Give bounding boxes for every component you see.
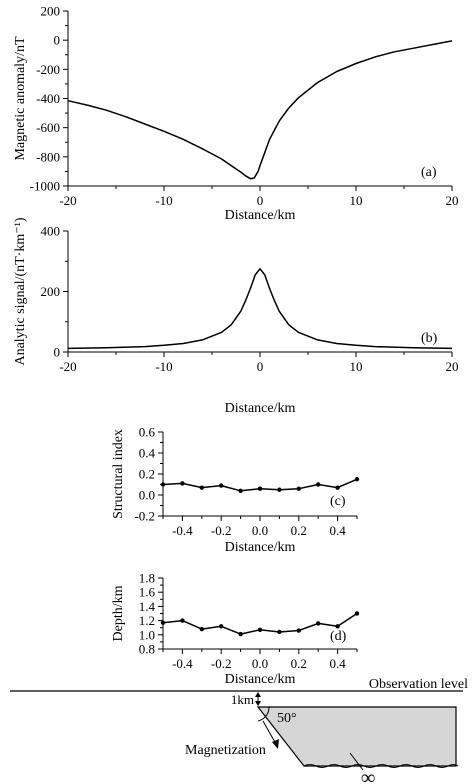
c-x-tick-label: 0.4 [329,523,346,538]
a-x-tick-label: -20 [59,193,76,208]
b-series-line [67,268,453,350]
c-data-point [316,482,321,487]
c-data-point [335,485,340,490]
depth-label: 1km [231,692,254,707]
d-y-tick-label: 0.8 [139,642,155,657]
a-x-tick-label: 20 [446,193,459,208]
c-y-axis-title: Structural index [111,429,126,519]
dip-angle-label: 50° [277,711,297,726]
d-data-point [257,627,263,633]
c-y-tick-label: 0.6 [139,425,156,440]
d-y-tick-label: 1.6 [139,585,156,600]
a-y-axis-title: Magnetic anomaly/nT [13,36,28,160]
b-panel-letter: (b) [421,331,438,346]
a-panel-letter: (a) [421,165,437,180]
magnetization-label: Magnetization [185,743,266,758]
panel-d-depth: -0.4 -0.2 0.0 0.2 0.4 0.81.01.21.41.61.8 Dista… [111,571,360,687]
magnetization-arrow-head [272,739,279,749]
d-x-axis-title: Distance/km [225,672,296,687]
a-x-tick-label: 0 [257,193,264,208]
d-data-point [160,620,166,625]
a-y-tick-label: -600 [36,120,60,135]
b-x-tick-label: -10 [155,359,172,374]
d-y-tick-label: 1.2 [139,613,155,628]
d-data-point [238,631,243,637]
c-x-tick-label: 0.2 [291,523,307,538]
d-data-point [199,626,204,632]
d-y-tick-label: 1.4 [139,599,156,614]
d-data-point [316,621,321,626]
c-data-point [199,485,204,490]
b-y-axis-title: Analytic signal/(nT·km⁻¹) [13,217,28,365]
c-data-point [354,477,360,482]
d-x-tick-label: 0.0 [252,656,268,671]
c-data-point [257,486,263,491]
d-y-tick-label: 1.0 [139,627,155,642]
d-y-tick-label: 1.8 [139,571,155,586]
c-y-tick-label: 0.2 [139,467,155,482]
c-data-point [296,486,301,491]
c-x-tick-label: 0.0 [252,523,268,538]
d-data-point [219,624,224,629]
c-x-tick-label: -0.2 [211,523,232,538]
d-data-point [335,624,340,629]
d-x-tick-label: 0.4 [329,656,346,671]
c-y-tick-label: -0.2 [134,509,155,524]
b-y-tick-label: 200 [41,284,61,299]
d-data-point [277,629,282,635]
infinity-pointer [349,752,364,771]
b-x-tick-label: 10 [350,359,363,374]
c-data-point [238,488,243,493]
c-data-point [219,483,224,488]
d-data-point [180,618,185,623]
c-x-tick-label: -0.4 [172,523,193,538]
a-y-tick-label: 0 [54,33,61,48]
c-data-point [160,482,166,487]
panel-a-magnetic-anomaly: -20 -10 0 10 20 -1000 -800 -600 -400 -200 0 200 Dist… [13,4,459,224]
observation-level-label: Observation level [369,677,468,692]
b-x-tick-label: 0 [257,359,264,374]
d-data-point [296,628,301,633]
c-panel-letter: (c) [330,494,346,509]
a-y-tick-label: -200 [36,62,60,77]
b-x-axis-title: Distance/km [225,401,296,416]
depth-arrow-up-head [255,692,261,697]
c-data-point [277,487,282,492]
c-y-tick-label: 0.0 [139,488,155,503]
model-diagram: Observation level 1km 50° Magnetization … [10,677,468,784]
infinity-symbol: ∞ [361,767,375,784]
panel-c-structural-index: -0.4 -0.2 0.0 0.2 0.4 -0.2 0.0 0.2 0.4 0.6 Distanc… [111,425,360,555]
d-y-axis-title: Depth/km [111,585,126,641]
a-x-axis-title: Distance/km [225,208,296,223]
magnetization-arrow-shaft [262,720,277,745]
dip-angle-arc [257,706,270,722]
a-series-line [67,40,453,180]
a-y-tick-label: -800 [36,149,60,164]
c-x-axis-title: Distance/km [225,540,296,555]
d-x-tick-label: -0.2 [211,656,232,671]
c-y-tick-label: 0.4 [139,446,156,461]
a-x-tick-label: -10 [155,193,172,208]
d-data-point [354,611,360,616]
b-x-tick-label: -20 [59,359,76,374]
b-y-tick-label: 400 [41,224,61,239]
b-x-tick-label: 20 [446,359,459,374]
d-x-tick-label: 0.2 [291,656,307,671]
a-y-tick-label: -400 [36,91,60,106]
c-data-point [180,481,185,486]
b-y-tick-label: 0 [54,345,61,360]
a-x-tick-label: 10 [350,193,363,208]
d-panel-letter: (d) [330,629,347,644]
dike-body [256,706,457,767]
a-y-tick-label: -1000 [30,179,60,194]
depth-arrow-down-head [255,701,261,706]
a-y-tick-label: 200 [41,4,61,19]
d-x-tick-label: -0.4 [172,656,193,671]
dike-bottom-wavy-edge [303,764,459,768]
